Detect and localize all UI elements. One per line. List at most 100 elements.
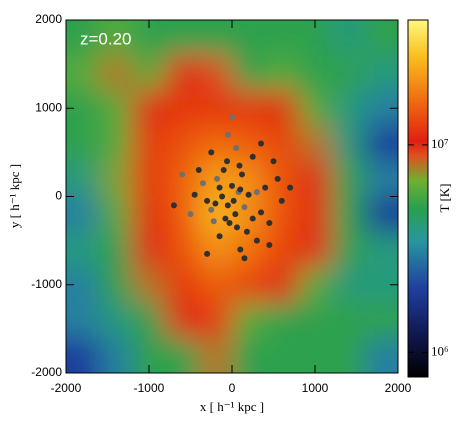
galaxy-point <box>258 140 265 147</box>
galaxy-point <box>199 180 206 187</box>
temperature-cell <box>165 196 200 233</box>
temperature-cell <box>99 337 133 373</box>
temperature-cell <box>331 55 366 92</box>
temperature-cell <box>331 231 366 268</box>
temperature-cell <box>165 337 200 373</box>
temperature-cell <box>265 125 299 162</box>
temperature-cell <box>364 55 398 92</box>
galaxy-point <box>233 224 240 231</box>
temperature-cell <box>232 20 266 56</box>
temperature-map <box>66 20 398 373</box>
x-tick-label: -1000 <box>134 381 165 395</box>
temperature-cell <box>265 90 299 127</box>
temperature-cell <box>132 267 167 303</box>
y-tick-label: -1000 <box>31 277 62 291</box>
temperature-cell <box>66 196 100 233</box>
temperature-cell <box>232 337 266 373</box>
temperature-cell <box>99 231 133 268</box>
redshift-label: z=0.20 <box>80 29 132 48</box>
galaxy-point <box>191 191 198 198</box>
temperature-cell <box>165 90 200 127</box>
galaxy-point <box>212 200 219 207</box>
temperature-cell <box>99 302 133 339</box>
galaxy-point <box>237 246 244 253</box>
galaxy-point <box>204 250 211 257</box>
galaxy-point <box>253 189 260 196</box>
temperature-cell <box>198 231 233 268</box>
x-tick-label: 1000 <box>302 381 329 395</box>
temperature-cell <box>331 90 366 127</box>
galaxy-point <box>220 167 227 174</box>
galaxy-point <box>224 202 231 209</box>
galaxy-point <box>270 158 277 165</box>
temperature-cell <box>99 267 133 303</box>
galaxy-point <box>253 237 260 244</box>
galaxy-point <box>214 175 221 182</box>
temperature-cell <box>331 196 366 233</box>
colorbar-tick-label: 10⁶ <box>431 343 449 358</box>
galaxy-point <box>230 197 237 204</box>
y-tick-label: -2000 <box>31 365 62 379</box>
temperature-cell <box>331 302 366 339</box>
temperature-cell <box>364 231 398 268</box>
temperature-cell <box>265 302 299 339</box>
galaxy-point <box>224 158 231 165</box>
temperature-cell <box>232 302 266 339</box>
galaxy-point <box>233 144 240 151</box>
galaxy-point <box>245 191 252 198</box>
temperature-cell <box>165 55 200 92</box>
temperature-cell <box>99 161 133 197</box>
y-tick-label: 0 <box>55 189 62 203</box>
temperature-cell <box>132 125 167 162</box>
galaxy-point <box>187 211 194 218</box>
galaxy-point <box>236 162 243 169</box>
temperature-cell <box>331 267 366 303</box>
temperature-cell <box>265 20 299 56</box>
temperature-cell <box>331 337 366 373</box>
temperature-cell <box>66 20 100 56</box>
temperature-cell <box>331 20 366 56</box>
temperature-cell <box>331 161 366 197</box>
galaxy-point <box>287 184 294 191</box>
temperature-cell <box>132 196 167 233</box>
galaxy-point <box>216 184 223 191</box>
x-tick-label: 0 <box>229 381 236 395</box>
temperature-cell <box>265 267 299 303</box>
galaxy-point <box>219 193 226 200</box>
temperature-cell <box>66 337 100 373</box>
temperature-cell <box>198 267 233 303</box>
temperature-cell <box>298 161 333 197</box>
galaxy-point <box>216 233 223 240</box>
galaxy-point <box>238 171 245 178</box>
temperature-cell <box>198 90 233 127</box>
galaxy-point <box>208 206 215 213</box>
temperature-cell <box>99 20 133 56</box>
galaxy-point <box>208 149 215 156</box>
temperature-cell <box>165 267 200 303</box>
galaxy-point <box>229 182 235 189</box>
galaxy-point <box>278 197 285 204</box>
temperature-cell <box>265 337 299 373</box>
temperature-cell <box>198 337 233 373</box>
temperature-cell <box>66 231 100 268</box>
galaxy-point <box>179 171 186 178</box>
temperature-cell <box>132 302 167 339</box>
temperature-cell <box>198 20 233 56</box>
temperature-cell <box>298 302 333 339</box>
galaxy-point <box>204 197 211 204</box>
temperature-cell <box>198 302 233 339</box>
temperature-cell <box>165 125 200 162</box>
colorbar-label: T [K] <box>437 183 452 212</box>
galaxy-point <box>170 202 177 209</box>
temperature-cell <box>298 196 333 233</box>
temperature-cell <box>364 196 398 233</box>
temperature-cell <box>265 231 299 268</box>
galaxy-point <box>232 211 239 218</box>
temperature-cell <box>298 125 333 162</box>
colorbar <box>407 19 429 378</box>
x-tick-label: -2000 <box>51 381 82 395</box>
temperature-cell <box>364 161 398 197</box>
galaxy-point <box>226 219 233 226</box>
galaxy-point <box>266 242 273 249</box>
